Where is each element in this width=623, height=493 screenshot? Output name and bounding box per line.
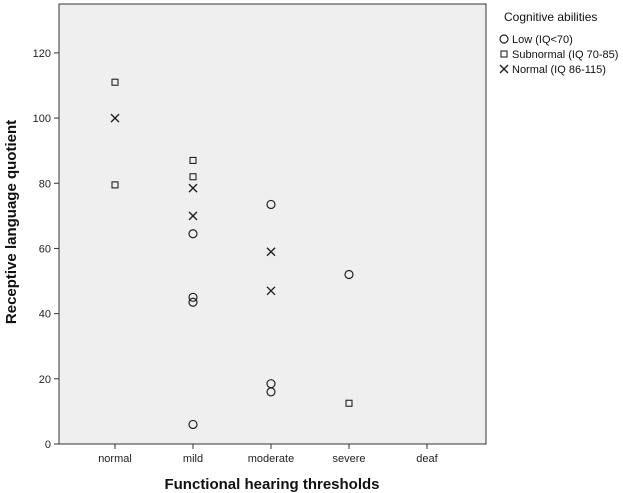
data-point-x: [266, 247, 276, 257]
x-axis-title: Functional hearing thresholds: [164, 476, 379, 493]
data-point-circle: [266, 387, 276, 397]
y-tick-label: 60: [39, 243, 51, 255]
legend-title: Cognitive abilities: [504, 10, 597, 24]
y-tick-label: 120: [33, 48, 51, 60]
y-tick-label: 0: [45, 439, 51, 451]
data-point-x: [188, 211, 198, 221]
data-point-circle: [266, 199, 276, 210]
y-axis-title: Receptive language quotient: [3, 120, 20, 324]
y-tick-label: 80: [39, 178, 51, 190]
data-point-circle: [188, 229, 198, 239]
data-point-circle: [188, 419, 198, 430]
data-point-square: [111, 78, 119, 86]
legend-label: Subnormal (IQ 70-85): [512, 49, 618, 61]
legend: Cognitive abilities Low (IQ<70) Subnormal…: [499, 10, 618, 76]
data-point-square: [189, 173, 197, 181]
y-tick-label: 100: [33, 113, 51, 125]
legend-marker-circle: [499, 34, 509, 44]
data-point-x: [188, 183, 198, 193]
data-points: [110, 78, 354, 430]
legend-marker-x: [499, 64, 509, 74]
legend-label: Low (IQ<70): [512, 34, 573, 46]
x-axis: normal mild moderate severe deaf: [98, 444, 439, 465]
y-tick-label: 20: [39, 374, 51, 386]
x-tick-label: deaf: [416, 453, 438, 465]
plot-area: [58, 3, 487, 445]
data-point-x: [266, 286, 276, 296]
data-point-circle: [188, 292, 198, 302]
y-axis: 0 20 40 60 80 100 120: [33, 48, 59, 451]
x-tick-label: mild: [183, 453, 203, 465]
data-point-circle: [188, 297, 198, 307]
data-point-square: [345, 399, 353, 407]
legend-items: Low (IQ<70) Subnormal (IQ 70-85) Normal (I…: [499, 34, 618, 76]
y-tick-label: 40: [39, 309, 51, 321]
legend-label: Normal (IQ 86-115): [512, 64, 606, 76]
x-tick-label: normal: [98, 453, 132, 465]
x-tick-label: moderate: [248, 453, 294, 465]
data-point-x: [110, 113, 120, 123]
data-point-circle: [344, 269, 354, 280]
data-point-square: [111, 181, 119, 189]
x-tick-label: severe: [332, 453, 365, 465]
legend-marker-square: [500, 50, 508, 58]
data-point-square: [189, 156, 197, 164]
